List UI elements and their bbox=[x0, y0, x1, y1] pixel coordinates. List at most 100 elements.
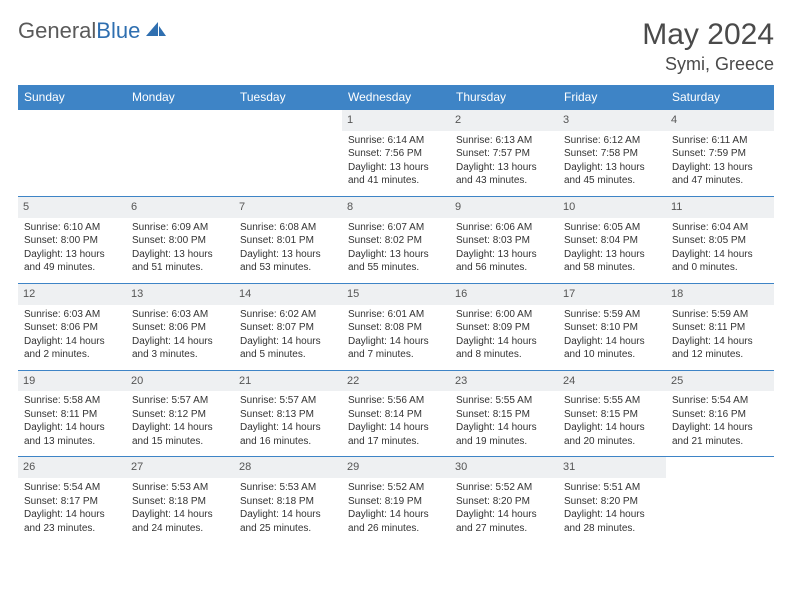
day-detail: Sunrise: 5:59 AMSunset: 8:11 PMDaylight:… bbox=[672, 308, 768, 362]
day-cell: 4Sunrise: 6:11 AMSunset: 7:59 PMDaylight… bbox=[666, 110, 774, 197]
day-number: 22 bbox=[342, 371, 450, 392]
day-detail: Sunrise: 5:57 AMSunset: 8:12 PMDaylight:… bbox=[132, 394, 228, 448]
day-number: 23 bbox=[450, 371, 558, 392]
daylight-text: Daylight: 13 hours and 47 minutes. bbox=[672, 161, 768, 188]
day-detail: Sunrise: 5:54 AMSunset: 8:17 PMDaylight:… bbox=[24, 481, 120, 535]
col-thursday: Thursday bbox=[450, 85, 558, 110]
day-cell: 18 Sunrise: 5:59 AMSunset: 8:11 PMDayligh… bbox=[666, 283, 774, 370]
day-number: 30 bbox=[450, 457, 558, 478]
day-cell: 20Sunrise: 5:57 AMSunset: 8:12 PMDayligh… bbox=[126, 370, 234, 457]
daylight-text: Daylight: 14 hours and 7 minutes. bbox=[348, 335, 444, 362]
brand-logo: GeneralBlue bbox=[18, 18, 168, 44]
sunset-text: Sunset: 7:58 PM bbox=[564, 147, 660, 161]
sunrise-text: Sunrise: 6:12 AM bbox=[564, 134, 660, 148]
day-detail: Sunrise: 5:51 AMSunset: 8:20 PMDaylight:… bbox=[564, 481, 660, 535]
col-monday: Monday bbox=[126, 85, 234, 110]
sunrise-text: Sunrise: 6:08 AM bbox=[240, 221, 336, 235]
day-detail: Sunrise: 6:03 AMSunset: 8:06 PMDaylight:… bbox=[24, 308, 120, 362]
sunset-text: Sunset: 8:18 PM bbox=[240, 495, 336, 509]
sunset-text: Sunset: 8:03 PM bbox=[456, 234, 552, 248]
day-cell: 31Sunrise: 5:51 AMSunset: 8:20 PMDayligh… bbox=[558, 457, 666, 543]
daylight-text: Daylight: 14 hours and 12 minutes. bbox=[672, 335, 768, 362]
day-number: 16 bbox=[450, 284, 558, 305]
sail-icon bbox=[144, 18, 168, 44]
sunset-text: Sunset: 8:20 PM bbox=[564, 495, 660, 509]
day-number: 29 bbox=[342, 457, 450, 478]
day-detail: Sunrise: 6:09 AMSunset: 8:00 PMDaylight:… bbox=[132, 221, 228, 275]
sunrise-text: Sunrise: 6:05 AM bbox=[564, 221, 660, 235]
sunrise-text: Sunrise: 5:53 AM bbox=[132, 481, 228, 495]
day-number: 17 bbox=[558, 284, 666, 305]
day-cell: 11 Sunrise: 6:04 AMSunset: 8:05 PMDayligh… bbox=[666, 196, 774, 283]
day-number: 25 bbox=[666, 371, 774, 392]
day-cell: 5Sunrise: 6:10 AMSunset: 8:00 PMDaylight… bbox=[18, 196, 126, 283]
day-detail: Sunrise: 6:00 AMSunset: 8:09 PMDaylight:… bbox=[456, 308, 552, 362]
day-detail: Sunrise: 6:08 AMSunset: 8:01 PMDaylight:… bbox=[240, 221, 336, 275]
sunrise-text: Sunrise: 6:14 AM bbox=[348, 134, 444, 148]
day-number: 18 bbox=[666, 284, 774, 305]
daylight-text: Daylight: 14 hours and 8 minutes. bbox=[456, 335, 552, 362]
sunset-text: Sunset: 8:20 PM bbox=[456, 495, 552, 509]
col-sunday: Sunday bbox=[18, 85, 126, 110]
sunset-text: Sunset: 7:56 PM bbox=[348, 147, 444, 161]
day-cell bbox=[666, 457, 774, 543]
sunset-text: Sunset: 8:06 PM bbox=[132, 321, 228, 335]
day-cell: 26Sunrise: 5:54 AMSunset: 8:17 PMDayligh… bbox=[18, 457, 126, 543]
sunset-text: Sunset: 8:15 PM bbox=[456, 408, 552, 422]
day-cell: 25Sunrise: 5:54 AMSunset: 8:16 PMDayligh… bbox=[666, 370, 774, 457]
day-number: 6 bbox=[126, 197, 234, 218]
month-title: May 2024 bbox=[642, 18, 774, 52]
day-number: 1 bbox=[342, 110, 450, 131]
daylight-text: Daylight: 13 hours and 53 minutes. bbox=[240, 248, 336, 275]
daylight-text: Daylight: 14 hours and 15 minutes. bbox=[132, 421, 228, 448]
day-detail: Sunrise: 5:55 AMSunset: 8:15 PMDaylight:… bbox=[456, 394, 552, 448]
day-cell: 9Sunrise: 6:06 AMSunset: 8:03 PMDaylight… bbox=[450, 196, 558, 283]
sunrise-text: Sunrise: 6:09 AM bbox=[132, 221, 228, 235]
week-row: 1Sunrise: 6:14 AMSunset: 7:56 PMDaylight… bbox=[18, 110, 774, 197]
sunrise-text: Sunrise: 5:54 AM bbox=[672, 394, 768, 408]
daylight-text: Daylight: 14 hours and 28 minutes. bbox=[564, 508, 660, 535]
day-detail: Sunrise: 5:54 AMSunset: 8:16 PMDaylight:… bbox=[672, 394, 768, 448]
day-cell: 7Sunrise: 6:08 AMSunset: 8:01 PMDaylight… bbox=[234, 196, 342, 283]
day-cell bbox=[126, 110, 234, 197]
day-number: 11 bbox=[666, 197, 774, 218]
sunset-text: Sunset: 7:57 PM bbox=[456, 147, 552, 161]
daylight-text: Daylight: 13 hours and 51 minutes. bbox=[132, 248, 228, 275]
daylight-text: Daylight: 14 hours and 20 minutes. bbox=[564, 421, 660, 448]
daylight-text: Daylight: 13 hours and 49 minutes. bbox=[24, 248, 120, 275]
day-number: 13 bbox=[126, 284, 234, 305]
sunrise-text: Sunrise: 5:57 AM bbox=[132, 394, 228, 408]
daylight-text: Daylight: 13 hours and 41 minutes. bbox=[348, 161, 444, 188]
day-detail: Sunrise: 6:04 AMSunset: 8:05 PMDaylight:… bbox=[672, 221, 768, 275]
col-friday: Friday bbox=[558, 85, 666, 110]
daylight-text: Daylight: 14 hours and 24 minutes. bbox=[132, 508, 228, 535]
day-number: 4 bbox=[666, 110, 774, 131]
col-saturday: Saturday bbox=[666, 85, 774, 110]
sunset-text: Sunset: 8:11 PM bbox=[672, 321, 768, 335]
sunset-text: Sunset: 8:01 PM bbox=[240, 234, 336, 248]
day-detail: Sunrise: 5:53 AMSunset: 8:18 PMDaylight:… bbox=[132, 481, 228, 535]
sunrise-text: Sunrise: 6:07 AM bbox=[348, 221, 444, 235]
day-number: 12 bbox=[18, 284, 126, 305]
week-row: 19Sunrise: 5:58 AMSunset: 8:11 PMDayligh… bbox=[18, 370, 774, 457]
sunset-text: Sunset: 8:17 PM bbox=[24, 495, 120, 509]
sunrise-text: Sunrise: 5:56 AM bbox=[348, 394, 444, 408]
day-cell: 10Sunrise: 6:05 AMSunset: 8:04 PMDayligh… bbox=[558, 196, 666, 283]
sunset-text: Sunset: 8:00 PM bbox=[24, 234, 120, 248]
day-detail: Sunrise: 6:12 AMSunset: 7:58 PMDaylight:… bbox=[564, 134, 660, 188]
calendar-table: Sunday Monday Tuesday Wednesday Thursday… bbox=[18, 85, 774, 543]
sunset-text: Sunset: 8:10 PM bbox=[564, 321, 660, 335]
sunrise-text: Sunrise: 6:06 AM bbox=[456, 221, 552, 235]
location: Symi, Greece bbox=[642, 54, 774, 75]
sunrise-text: Sunrise: 6:00 AM bbox=[456, 308, 552, 322]
day-detail: Sunrise: 5:53 AMSunset: 8:18 PMDaylight:… bbox=[240, 481, 336, 535]
daylight-text: Daylight: 14 hours and 2 minutes. bbox=[24, 335, 120, 362]
day-cell: 14Sunrise: 6:02 AMSunset: 8:07 PMDayligh… bbox=[234, 283, 342, 370]
day-number: 14 bbox=[234, 284, 342, 305]
sunrise-text: Sunrise: 5:55 AM bbox=[456, 394, 552, 408]
sunrise-text: Sunrise: 5:55 AM bbox=[564, 394, 660, 408]
sunrise-text: Sunrise: 5:59 AM bbox=[672, 308, 768, 322]
col-tuesday: Tuesday bbox=[234, 85, 342, 110]
daylight-text: Daylight: 13 hours and 55 minutes. bbox=[348, 248, 444, 275]
daylight-text: Daylight: 14 hours and 0 minutes. bbox=[672, 248, 768, 275]
